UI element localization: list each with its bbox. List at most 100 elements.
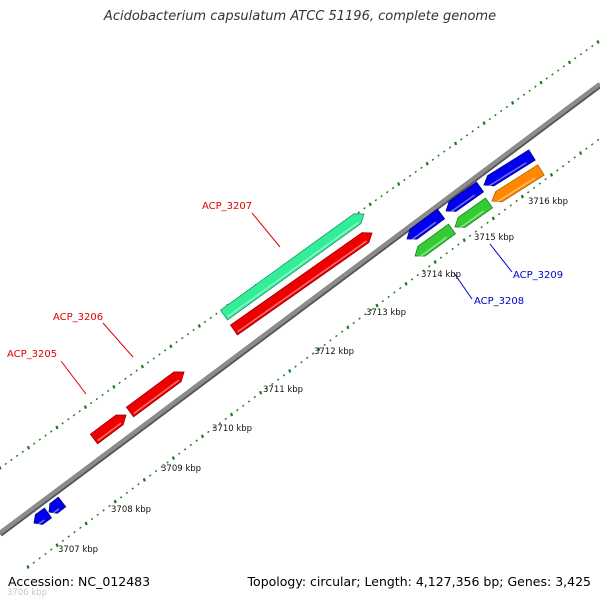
outer-tick-mark (539, 80, 543, 85)
inner-tick-mark (241, 404, 245, 407)
outer-tick-mark (471, 130, 474, 133)
inner-tick-mark (44, 552, 47, 556)
outer-tick-mark (460, 138, 463, 141)
outer-tick-mark (175, 341, 178, 344)
ruler-label: 3713 kbp (366, 308, 406, 318)
gene-highlight (418, 236, 448, 259)
outer-tick-mark (44, 434, 47, 437)
outer-tick-mark (192, 328, 195, 332)
callout-line (453, 272, 473, 300)
ruler-label: 3714 kbp (421, 270, 461, 280)
outer-tick-mark (169, 344, 173, 349)
ruler-label: 3707 kbp (58, 545, 98, 555)
outer-tick-mark (83, 405, 87, 409)
genes-label: Genes: (507, 574, 552, 589)
inner-tick-mark (131, 487, 134, 490)
outer-tick-mark (551, 73, 554, 76)
outer-tick-mark (431, 158, 435, 161)
gene-highlight (237, 240, 368, 333)
gene-arrow (445, 181, 485, 212)
outer-tick-mark (72, 414, 76, 417)
outer-tick-mark (135, 369, 138, 372)
outer-tick-mark (140, 364, 144, 369)
inner-tick-mark (38, 557, 41, 560)
inner-tick-mark (183, 448, 187, 451)
topology-value: circular (310, 574, 357, 589)
inner-tick-mark (445, 252, 448, 255)
inner-tick-mark (433, 260, 437, 264)
inner-tick-mark (300, 361, 303, 364)
inner-tick-mark (358, 317, 361, 320)
outer-tick-mark (596, 40, 600, 44)
callout-line (251, 212, 281, 248)
genes-value: 3,425 (555, 574, 591, 589)
outer-tick-mark (67, 418, 70, 421)
inner-tick-mark (567, 160, 571, 163)
outer-tick-mark (517, 97, 520, 101)
outer-tick-mark (61, 422, 64, 425)
gene-label: ACP_3206 (53, 312, 103, 323)
inner-tick-mark (323, 343, 326, 346)
inner-tick-mark (26, 565, 30, 569)
inner-tick-mark (282, 374, 286, 377)
outer-tick-mark (95, 397, 99, 401)
gene-highlight (449, 194, 476, 214)
outer-tick-mark (374, 199, 378, 202)
inner-tick-mark (108, 504, 111, 508)
outer-tick-mark (10, 458, 13, 462)
gene-label: ACP_3208 (474, 296, 524, 307)
inner-tick-mark (259, 390, 263, 395)
ruler-label: 3709 kbp (161, 464, 201, 474)
ruler-label: 3706 kbp (7, 588, 47, 598)
inner-tick-mark (556, 169, 559, 172)
inner-tick-mark (119, 496, 123, 499)
gene-arrow (491, 164, 545, 203)
inner-tick-mark (148, 474, 152, 477)
accession-value: NC_012483 (78, 574, 151, 589)
inner-tick-mark (538, 182, 542, 185)
inner-tick-mark (73, 530, 76, 534)
inner-tick-mark (178, 452, 181, 455)
outer-tick-mark (477, 125, 480, 129)
outer-tick-mark (448, 146, 452, 149)
gene-highlight (410, 221, 437, 242)
gene-highlight (97, 422, 122, 442)
callout-line (60, 360, 87, 395)
outer-tick-mark (50, 430, 53, 433)
inner-tick-mark (561, 164, 565, 168)
outer-tick-mark (454, 141, 458, 146)
inner-tick-mark (399, 286, 402, 290)
gene-arrow (219, 213, 365, 321)
gene-label: ACP_3209 (513, 270, 563, 281)
outer-tick-mark (26, 445, 31, 450)
outer-tick-mark (545, 77, 548, 80)
outer-tick-mark (511, 101, 515, 105)
outer-tick-mark (443, 150, 446, 153)
outer-tick-mark (499, 109, 503, 113)
inner-tick-mark (125, 491, 129, 495)
inner-tick-mark (207, 430, 210, 434)
gene-highlight (37, 519, 45, 526)
inner-tick-mark (102, 509, 105, 512)
inner-tick-mark (526, 191, 530, 194)
outer-tick-mark (209, 316, 212, 320)
inner-tick-mark (230, 412, 234, 417)
inner-tick-mark (451, 247, 454, 251)
inner-tick-mark (189, 443, 193, 447)
inner-tick-mark (294, 365, 297, 368)
gene-highlight (133, 379, 180, 415)
inner-tick-mark (137, 483, 140, 486)
outer-tick-mark (397, 182, 401, 186)
outer-tick-mark (124, 377, 127, 380)
inner-tick-mark (509, 204, 512, 207)
callout-line (489, 243, 513, 273)
inner-tick-mark (590, 143, 594, 146)
outer-tick-mark (420, 166, 423, 169)
outer-tick-mark (181, 336, 184, 340)
inner-tick-mark (329, 339, 332, 342)
gene-highlight (487, 162, 527, 188)
inner-tick-mark (224, 417, 227, 421)
inner-tick-mark (369, 308, 373, 312)
inner-tick-mark (61, 539, 65, 543)
